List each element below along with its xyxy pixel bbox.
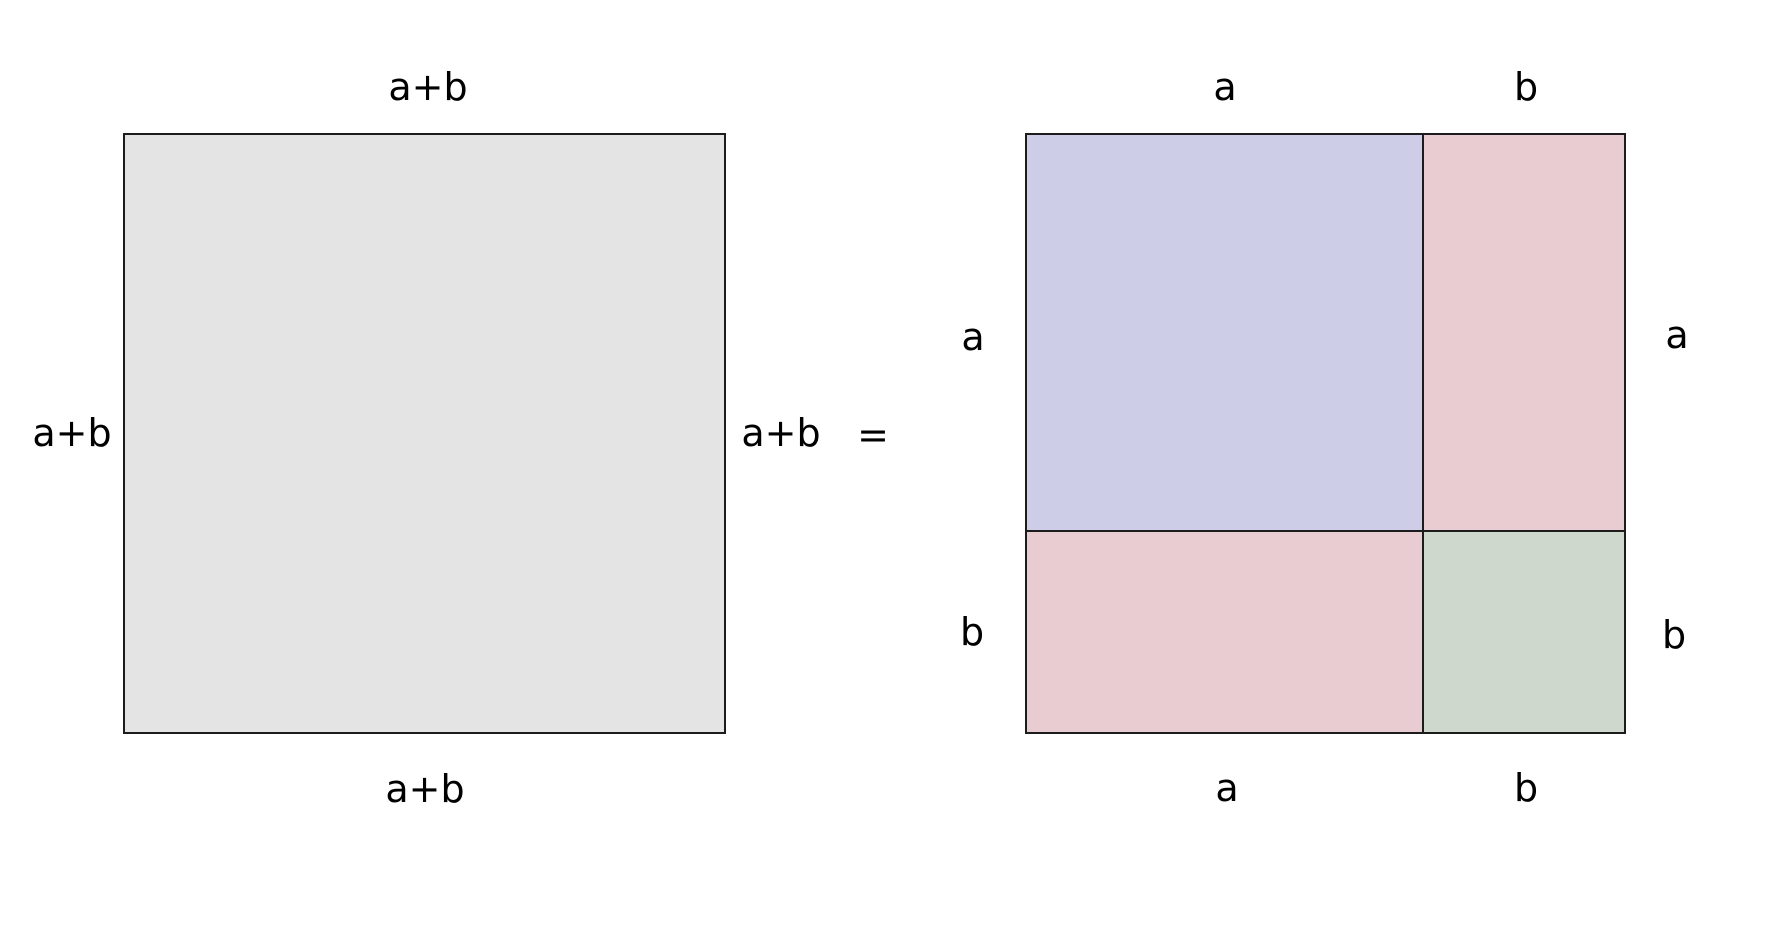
right-square-top-label-b: b [1513, 65, 1539, 109]
region-ab-bottom-left [1027, 532, 1425, 732]
right-square-partitioned [1025, 133, 1626, 734]
right-square-top-label-a: a [1213, 65, 1237, 109]
right-square-right-label-a: a [1665, 313, 1689, 357]
region-a-squared [1027, 135, 1425, 533]
left-square-a-plus-b [123, 133, 726, 734]
left-square-left-label: a+b [32, 411, 112, 455]
right-square-left-label-b: b [959, 610, 985, 654]
right-square-left-label-a: a [961, 315, 985, 359]
left-square-top-label: a+b [388, 65, 468, 109]
left-square-bottom-label: a+b [385, 767, 465, 811]
left-square-right-label: a+b [741, 411, 821, 455]
right-square-right-label-b: b [1661, 613, 1687, 657]
right-square-bottom-label-a: a [1215, 766, 1239, 810]
region-b-squared [1424, 532, 1624, 732]
region-ab-top-right [1424, 135, 1624, 533]
equals-sign: = [857, 413, 889, 457]
right-square-bottom-label-b: b [1513, 766, 1539, 810]
